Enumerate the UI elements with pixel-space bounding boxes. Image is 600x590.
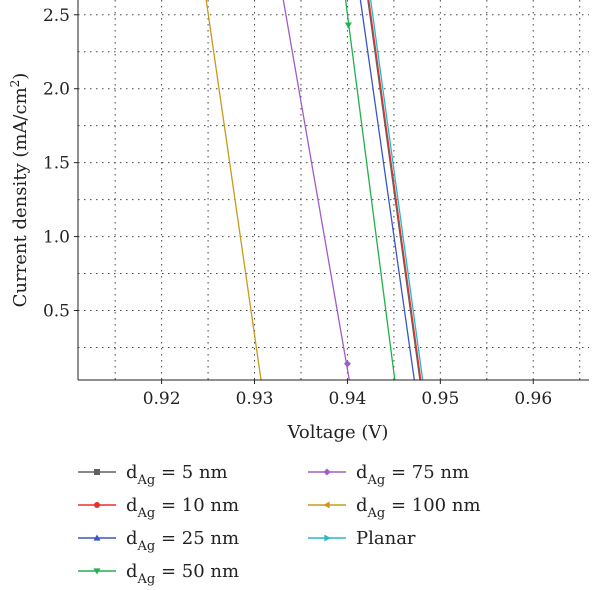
legend-item-1: dAg = 10 nm: [78, 495, 239, 521]
y-tick-label: 2.5: [43, 6, 70, 26]
legend-label: dAg = 10 nm: [126, 495, 239, 521]
y-tick-label: 2.0: [43, 80, 70, 100]
legend-item-6: Planar: [308, 528, 416, 549]
legend-item-4: dAg = 75 nm: [308, 462, 469, 488]
legend-marker: [94, 502, 100, 508]
legend-marker: [93, 568, 101, 575]
y-tick-label: 0.5: [43, 302, 70, 322]
legend-item-2: dAg = 25 nm: [78, 528, 239, 554]
series-marker-4: [343, 360, 351, 368]
axes-frame: [77, 0, 589, 381]
series-line-6: [370, 0, 424, 380]
series-line-5: [205, 0, 262, 380]
legend-label: dAg = 50 nm: [126, 561, 239, 587]
legend-label: dAg = 100 nm: [356, 495, 481, 521]
series-lines: [205, 0, 424, 380]
legend-label: dAg = 75 nm: [356, 462, 469, 488]
series-markers: [343, 22, 352, 368]
legend-marker: [323, 468, 331, 476]
legend-marker: [94, 469, 100, 475]
y-tick-label: 1.5: [43, 154, 70, 174]
series-line-0: [367, 0, 421, 380]
legend: dAg = 5 nm dAg = 10 nm dAg = 25 nm dAg = 50…: [78, 462, 481, 587]
series-line-2: [359, 0, 415, 380]
y-tick-label: 1.0: [43, 228, 70, 248]
legend-marker: [324, 534, 331, 542]
legend-label: dAg = 25 nm: [126, 528, 239, 554]
legend-label: dAg = 5 nm: [126, 462, 228, 488]
series-marker-3: [344, 22, 352, 29]
x-tick-label: 0.96: [514, 389, 552, 409]
x-tick-label: 0.93: [236, 389, 274, 409]
y-axis-title: Current density (mA/cm2): [8, 73, 31, 308]
legend-item-3: dAg = 50 nm: [78, 561, 239, 587]
legend-label: Planar: [356, 528, 416, 549]
x-tick-label: 0.94: [329, 389, 367, 409]
legend-item-5: dAg = 100 nm: [308, 495, 481, 521]
legend-marker: [93, 534, 101, 541]
legend-marker: [323, 501, 330, 509]
x-axis-title: Voltage (V): [287, 422, 389, 443]
grid: [78, 0, 589, 380]
tick-labels: 0.92 0.93 0.94 0.95 0.96 0.5 1.0 1.5 2.0 2.5: [43, 6, 552, 409]
x-tick-label: 0.95: [421, 389, 459, 409]
series-line-3: [344, 0, 396, 380]
x-tick-label: 0.92: [143, 389, 181, 409]
series-line-1: [368, 0, 422, 380]
legend-item-0: dAg = 5 nm: [78, 462, 228, 488]
series-line-4: [282, 0, 350, 380]
